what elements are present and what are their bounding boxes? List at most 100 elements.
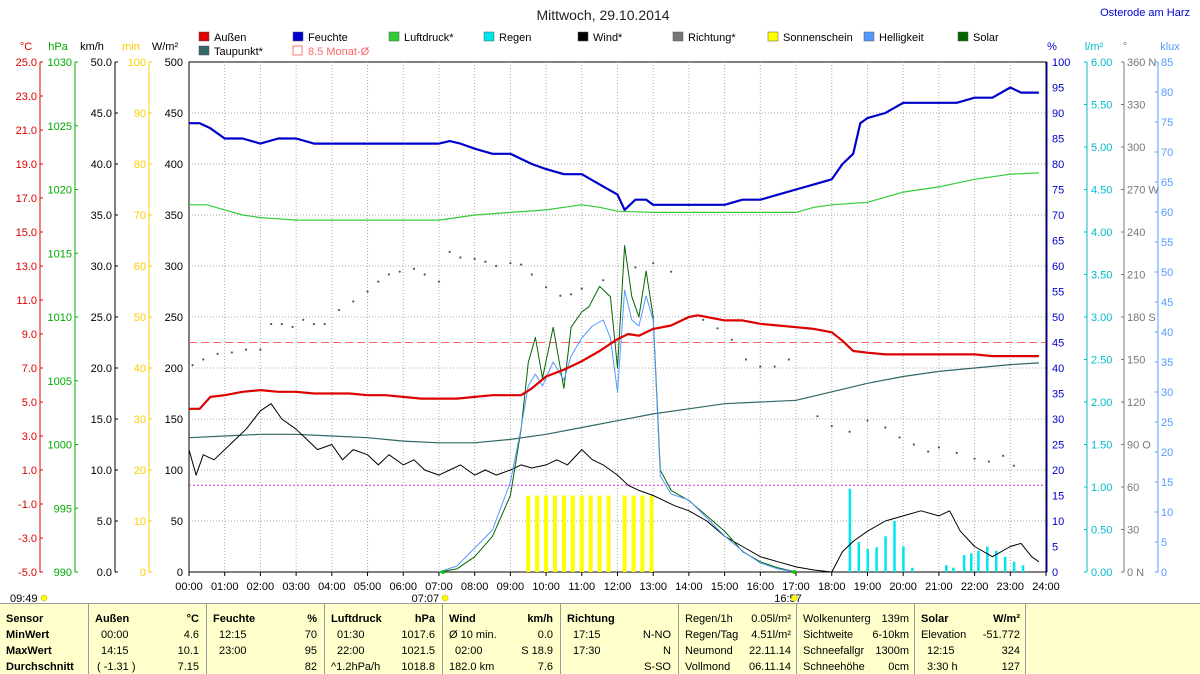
axis-label-min: 40 <box>134 363 146 375</box>
rain-bar <box>893 521 896 572</box>
axis-label-lm2: 0.00 <box>1091 567 1112 579</box>
legend-label: Sonnenschein <box>783 32 853 44</box>
axis-label-pct: 30 <box>1052 414 1064 426</box>
axis-label-pct: 45 <box>1052 338 1064 350</box>
rain-bar <box>911 567 914 572</box>
richtung-r2-time: 17:30 <box>573 645 601 657</box>
stats-wind: Wind km/h Ø 10 min. 0.0 02:00 S 18.9 182… <box>442 604 561 674</box>
x-tick-label: 06:00 <box>389 581 417 593</box>
luftdruck-max-val: 1021.5 <box>401 645 435 657</box>
sunshine-bar <box>649 495 654 572</box>
sunshine-bar <box>544 495 549 572</box>
legend-swatch <box>292 31 304 42</box>
x-tick-label: 00:00 <box>175 581 203 593</box>
axis-label-pct: 75 <box>1052 185 1064 197</box>
axis-label-temp: 13.0 <box>16 261 37 273</box>
feuchte-max-time: 23:00 <box>219 645 247 657</box>
weather-chart: Mittwoch, 29.10.2014 Osterode am Harz Au… <box>10 7 1190 603</box>
axis-label-klux: 5 <box>1161 537 1167 549</box>
direction-point <box>987 460 990 463</box>
direction-point <box>816 415 819 418</box>
axis-label-pct: 65 <box>1052 236 1064 248</box>
direction-point <box>191 364 194 367</box>
wolken-r2-label: Schneefallgr <box>803 645 865 657</box>
axis-unit-hpa: hPa <box>48 41 68 53</box>
axis-label-kmh: 50.0 <box>91 57 112 69</box>
axis-label-pct: 90 <box>1052 108 1064 120</box>
direction-point <box>291 325 294 329</box>
x-tick-label: 19:00 <box>854 581 882 593</box>
axis-label-pct: 0 <box>1052 567 1058 579</box>
axis-label-pct: 15 <box>1052 491 1064 503</box>
regen-r2-label: Neumond <box>685 645 733 657</box>
direction-point <box>323 322 326 326</box>
sunshine-bar <box>640 495 645 572</box>
solar-r3-label: 3:30 h <box>927 661 958 673</box>
direction-point <box>280 322 283 326</box>
sunshine-bar <box>570 495 575 572</box>
sunshine-bar <box>588 495 593 572</box>
axis-label-kmh: 35.0 <box>91 210 112 222</box>
axis-unit-min: min <box>122 41 140 53</box>
axis-label-temp: 1.0 <box>22 465 37 477</box>
x-tick-label: 09:00 <box>497 581 525 593</box>
direction-point <box>494 264 498 268</box>
series-line <box>189 172 1039 221</box>
axis-label-hpa: 1020 <box>48 185 72 197</box>
wolken-r1-label: Sichtweite <box>803 629 854 641</box>
axis-label-klux: 60 <box>1161 207 1173 219</box>
row-label-avg: Durchschnitt <box>6 661 74 673</box>
axis-label-pct: 70 <box>1052 210 1064 222</box>
axis-label-kmh: 5.0 <box>97 516 112 528</box>
axis-label-lm2: 3.00 <box>1091 312 1112 324</box>
legend-swatch <box>483 31 495 42</box>
direction-point <box>423 273 426 276</box>
rain-bar <box>962 555 966 572</box>
solar-r2-val: 324 <box>1001 645 1020 657</box>
direction-point <box>448 250 451 253</box>
axis-label-min: 50 <box>134 312 146 324</box>
x-tick-label: 11:00 <box>568 581 595 593</box>
axis-label-min: 30 <box>134 414 146 426</box>
rain-bar <box>857 542 861 572</box>
regen-r1-val: 4.51l/m² <box>751 629 791 641</box>
axis-label-klux: 45 <box>1161 297 1173 309</box>
current-time-dot <box>40 594 48 602</box>
legend-label: Richtung* <box>688 32 736 44</box>
axis-label-hpa: 1005 <box>48 376 72 388</box>
axis-label-lm2: 4.00 <box>1091 227 1112 239</box>
axis-label-min: 70 <box>134 210 146 222</box>
axis-label-klux: 40 <box>1161 327 1173 339</box>
legend-swatch <box>577 31 589 42</box>
direction-point <box>744 358 748 361</box>
richtung-header: Richtung <box>567 613 615 625</box>
direction-point <box>412 267 416 270</box>
aussen-max-time: 14:15 <box>101 645 129 657</box>
x-tick-label: 02:00 <box>247 581 275 593</box>
axis-label-pct: 35 <box>1052 389 1064 401</box>
rain-bar <box>884 536 887 572</box>
regen-r2-val: 22.11.14 <box>748 645 791 657</box>
direction-point <box>302 318 305 321</box>
axis-unit-wm2: W/m² <box>152 41 179 53</box>
luftdruck-avg-val: 1018.8 <box>401 661 435 673</box>
sunshine-bar <box>606 495 611 572</box>
direction-point <box>912 443 915 446</box>
direction-point <box>366 290 369 293</box>
aussen-header: Außen <box>95 613 130 625</box>
axis-label-temp: 19.0 <box>16 159 37 171</box>
axis-label-lm2: 2.00 <box>1091 397 1112 409</box>
direction-point <box>519 263 523 266</box>
wind-max-val: S 18.9 <box>521 645 553 657</box>
axis-label-wm2: 250 <box>165 312 183 324</box>
stats-aussen: Außen °C 00:00 4.6 14:15 10.1 ( -1.31 ) … <box>88 604 207 674</box>
sunset-marker <box>792 570 797 574</box>
wolken-r3-val: 0cm <box>888 661 909 673</box>
direction-point <box>530 273 533 276</box>
direction-point <box>730 338 733 341</box>
axis-label-wm2: 500 <box>165 57 183 69</box>
axis-label-klux: 0 <box>1161 567 1167 579</box>
legend-swatch <box>388 31 400 42</box>
legend-swatch <box>198 31 210 42</box>
sunshine-bar <box>526 495 531 572</box>
